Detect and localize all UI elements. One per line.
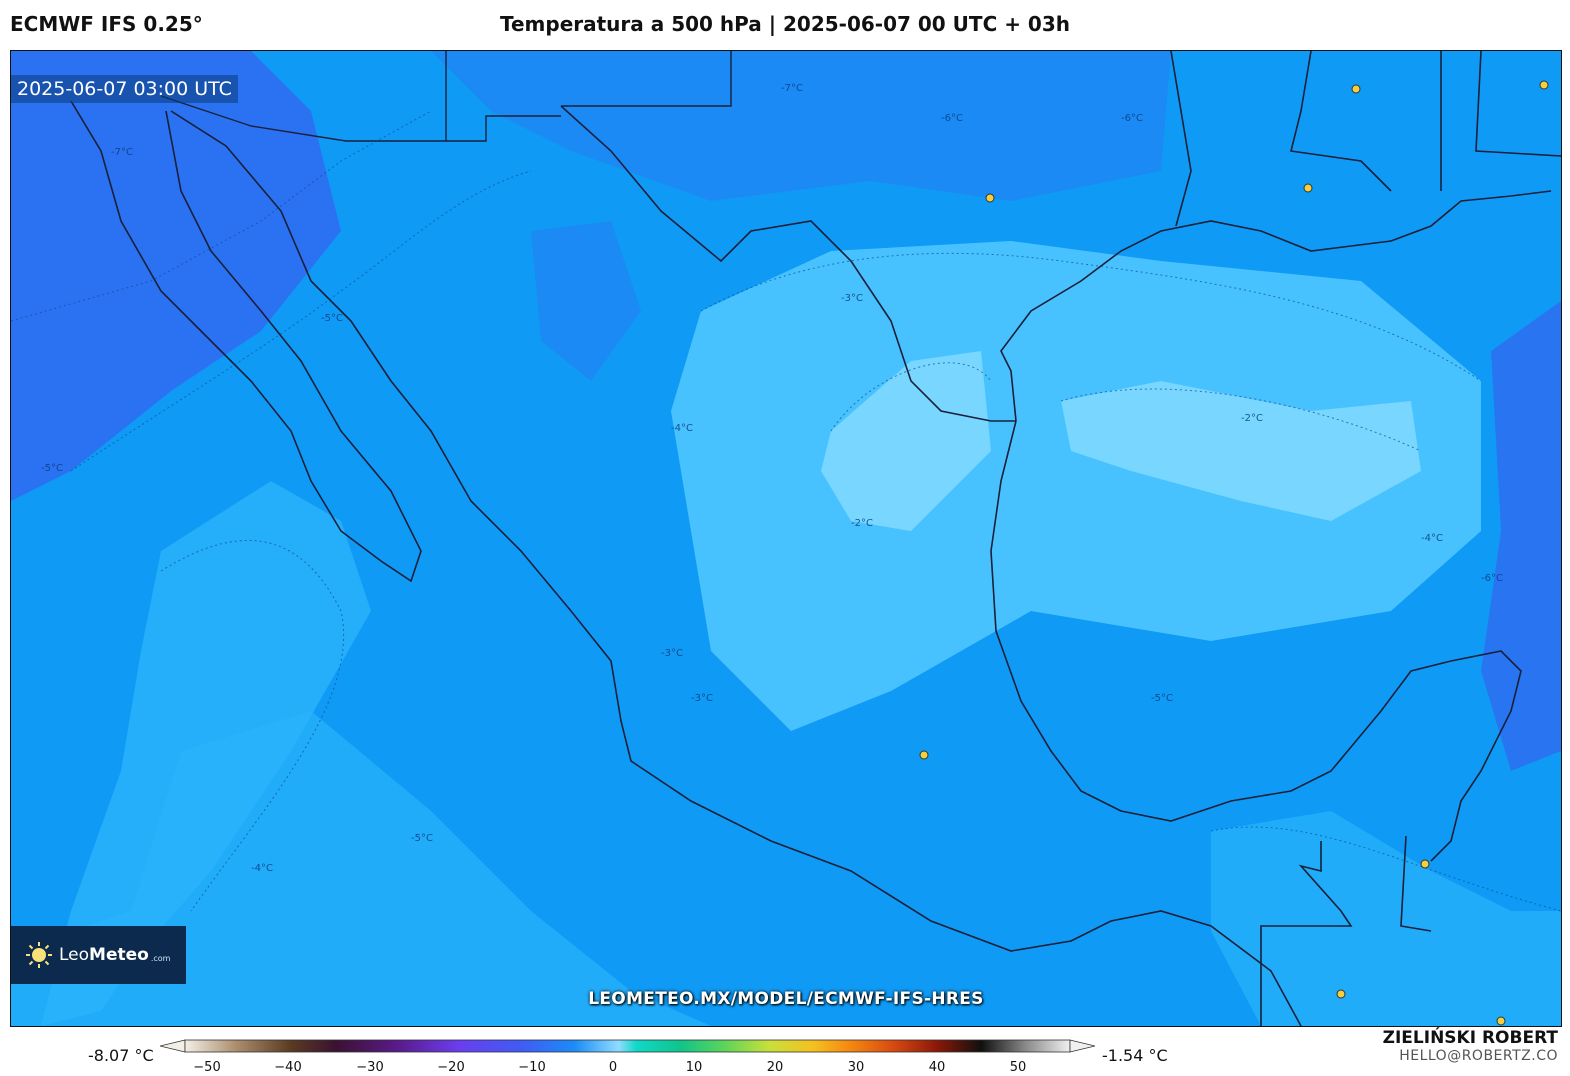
borders [160, 51, 732, 142]
watermark-url: LEOMETEO.MX/MODEL/ECMWF-IFS-HRES [588, 989, 984, 1009]
contour-label: -4°C [671, 423, 693, 434]
warmest-region-gulf [1061, 381, 1421, 521]
author-email[interactable]: HELLO@ROBERTZ.CO [1399, 1048, 1558, 1064]
contour-label: -2°C [1241, 413, 1263, 424]
colorbar [160, 1039, 1095, 1053]
city-marker [1303, 183, 1313, 193]
city-marker [1420, 859, 1430, 869]
contour-label: -5°C [411, 833, 433, 844]
colorbar-tick: −40 [274, 1060, 302, 1075]
chart-title: Temperatura a 500 hPa | 2025-06-07 00 UT… [499, 12, 1070, 36]
contour-label: -7°C [781, 83, 803, 94]
warm-region-southwest [11, 711, 711, 1026]
author-credit: ZIELIŃSKI ROBERT [1382, 1028, 1558, 1048]
contour-label: -6°C [1121, 113, 1143, 124]
colorbar-max-label: -1.54 °C [1102, 1046, 1168, 1065]
contour-label: -4°C [251, 863, 273, 874]
city-marker [1496, 1016, 1506, 1026]
colorbar-min-label: -8.07 °C [88, 1046, 154, 1065]
colorbar-tick: −20 [437, 1060, 465, 1075]
warm-region-central [671, 241, 1481, 731]
cool-region-mid [531, 221, 641, 381]
contour-label: -2°C [851, 518, 873, 529]
colorbar-tick: 0 [608, 1060, 618, 1075]
contour-label: -3°C [841, 293, 863, 304]
temperature-map[interactable]: -7°C -7°C -6°C -6°C -5°C -5°C -4°C -3°C … [10, 50, 1562, 1027]
cold-region-northwest [11, 51, 341, 501]
contour-label: -4°C [1421, 533, 1443, 544]
logo-domain: .com [150, 953, 171, 963]
warm-region-southeast [1211, 811, 1561, 1026]
colorbar-tick: 20 [766, 1060, 784, 1075]
contour-label: -6°C [1481, 573, 1503, 584]
contour-label: -5°C [321, 313, 343, 324]
colorbar-tick: −50 [193, 1060, 221, 1075]
contour-label: -3°C [691, 693, 713, 704]
contour-label: -3°C [661, 648, 683, 659]
city-marker [985, 193, 995, 203]
city-marker [1336, 989, 1346, 999]
contours [11, 110, 1561, 912]
city-markers [919, 80, 1549, 1026]
colorbar-tick: 40 [928, 1060, 946, 1075]
colorbar-tick: 30 [847, 1060, 865, 1075]
contour-label: -7°C [111, 147, 133, 158]
cold-region-east [1481, 301, 1561, 771]
coastlines [70, 51, 1561, 1026]
colorbar-tick: 10 [685, 1060, 703, 1075]
contour-label: -6°C [941, 113, 963, 124]
city-marker [1539, 80, 1549, 90]
sun-icon [25, 941, 53, 969]
contour-label: -5°C [41, 463, 63, 474]
contour-labels: -7°C -7°C -6°C -6°C -5°C -5°C -4°C -3°C … [41, 83, 1503, 874]
contour-label: -5°C [1151, 693, 1173, 704]
cold-region-north [431, 51, 1171, 201]
colorbar-ticks: −50 −40 −30 −20 −10 0 10 20 30 40 50 [0, 1060, 1570, 1076]
colorbar-tick: −30 [356, 1060, 384, 1075]
city-marker [1351, 84, 1361, 94]
model-label: ECMWF IFS 0.25° [10, 12, 203, 36]
colorbar-tick: 50 [1009, 1060, 1027, 1075]
leometeo-logo[interactable]: LeoMeteo .com [11, 926, 186, 984]
colorbar-tick: −10 [518, 1060, 546, 1075]
warmest-region-texas [821, 351, 991, 531]
valid-time-badge: 2025-06-07 03:00 UTC [11, 75, 238, 103]
map-canvas: -7°C -7°C -6°C -6°C -5°C -5°C -4°C -3°C … [11, 51, 1561, 1026]
logo-text: LeoMeteo [59, 945, 149, 965]
city-marker [919, 750, 929, 760]
